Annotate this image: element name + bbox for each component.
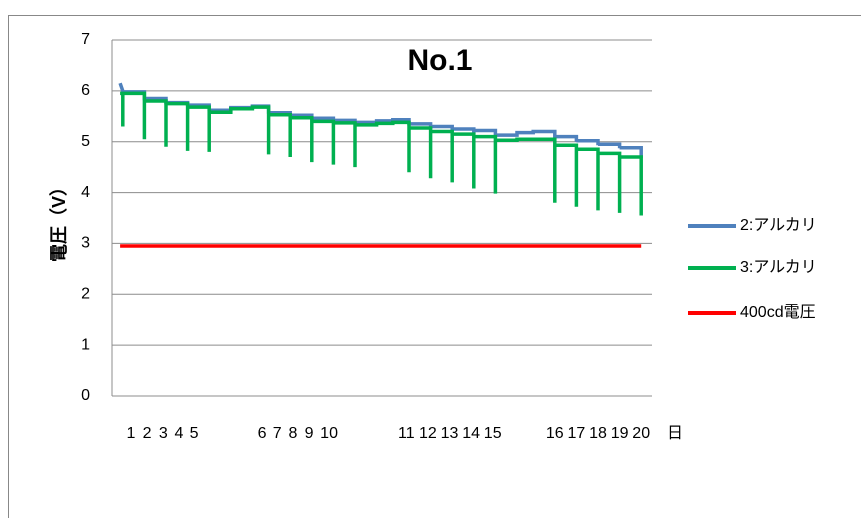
x-tick-label: 16 [546, 425, 564, 442]
x-tick-label: 4 [175, 425, 184, 442]
legend-label: 3:アルカリ [740, 259, 817, 276]
x-tick-label: 8 [288, 425, 297, 442]
x-tick-label: 18 [589, 425, 607, 442]
x-tick-label: 12 [419, 425, 437, 442]
legend-label: 2:アルカリ [740, 217, 817, 234]
y-tick-label: 0 [81, 387, 90, 404]
chart-title: No.1 [407, 44, 472, 77]
x-tick-label: 14 [462, 425, 480, 442]
y-tick-label: 5 [81, 133, 90, 150]
y-axis-label: 電圧（V） [49, 178, 69, 262]
x-tick-label: 7 [273, 425, 282, 442]
x-tick-label: 19 [611, 425, 629, 442]
y-tick-label: 3 [81, 235, 90, 252]
series-line [120, 91, 643, 216]
x-tick-label: 20 [632, 425, 650, 442]
y-tick-label: 6 [81, 82, 90, 99]
y-tick-label: 2 [81, 286, 90, 303]
x-tick-label: 6 [258, 425, 267, 442]
y-tick-label: 1 [81, 336, 90, 353]
legend-label: 400cd電圧 [740, 304, 816, 321]
x-axis-label: 日 [667, 425, 683, 442]
y-tick-label: 7 [81, 31, 90, 48]
x-tick-label: 3 [159, 425, 168, 442]
x-tick-label: 13 [441, 425, 459, 442]
x-tick-label: 10 [320, 425, 338, 442]
x-tick-label: 5 [190, 425, 199, 442]
x-tick-label: 9 [305, 425, 314, 442]
y-tick-label: 4 [81, 184, 90, 201]
x-tick-label: 2 [143, 425, 152, 442]
x-tick-label: 15 [484, 425, 502, 442]
x-tick-label: 17 [568, 425, 586, 442]
x-tick-label: 1 [126, 425, 135, 442]
x-tick-label: 11 [398, 425, 415, 442]
